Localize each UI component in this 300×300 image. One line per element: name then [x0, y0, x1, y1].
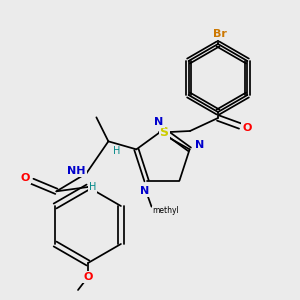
Text: O: O	[21, 173, 30, 183]
Text: N: N	[195, 140, 204, 150]
Text: S: S	[160, 125, 169, 139]
Text: H: H	[113, 146, 120, 156]
Text: O: O	[83, 272, 93, 282]
Text: Br: Br	[213, 29, 227, 39]
Text: N: N	[140, 186, 149, 196]
Text: H: H	[89, 182, 96, 192]
Text: O: O	[242, 123, 252, 133]
Text: NH: NH	[67, 166, 86, 176]
Text: N: N	[154, 117, 164, 127]
Text: methyl: methyl	[152, 206, 179, 215]
